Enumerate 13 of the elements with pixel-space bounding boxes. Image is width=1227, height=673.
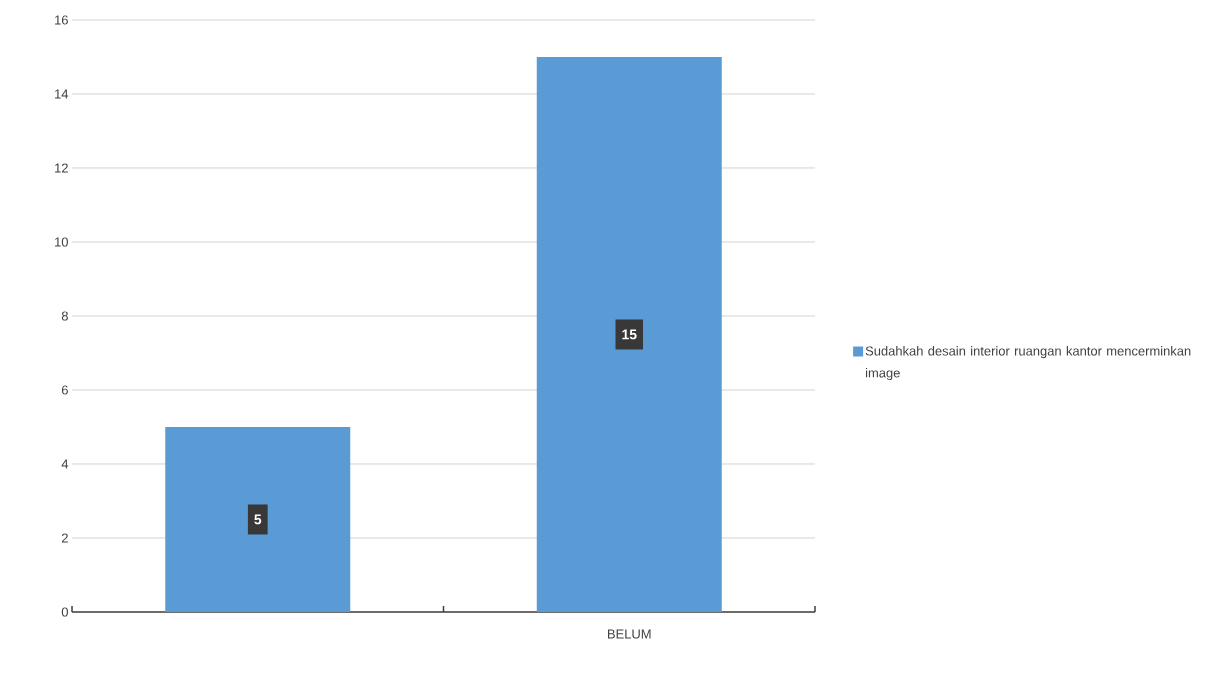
data-label: 5	[254, 514, 262, 525]
y-tick-label: 12	[55, 163, 68, 173]
y-tick-label: 10	[55, 237, 68, 247]
y-tick-label: 4	[61, 459, 69, 469]
legend-label: Sudahkah desain interior ruangan kantor mencerminkan image	[865, 346, 1191, 381]
y-tick-label: 2	[61, 533, 68, 543]
y-tick-label: 6	[61, 385, 68, 395]
x-tick-label: BELUM	[608, 629, 651, 639]
y-tick-label: 0	[61, 607, 68, 617]
data-label: 15	[622, 329, 637, 340]
y-tick-label: 16	[55, 15, 68, 25]
y-tick-label: 8	[61, 311, 68, 321]
y-tick-label: 14	[55, 89, 69, 99]
